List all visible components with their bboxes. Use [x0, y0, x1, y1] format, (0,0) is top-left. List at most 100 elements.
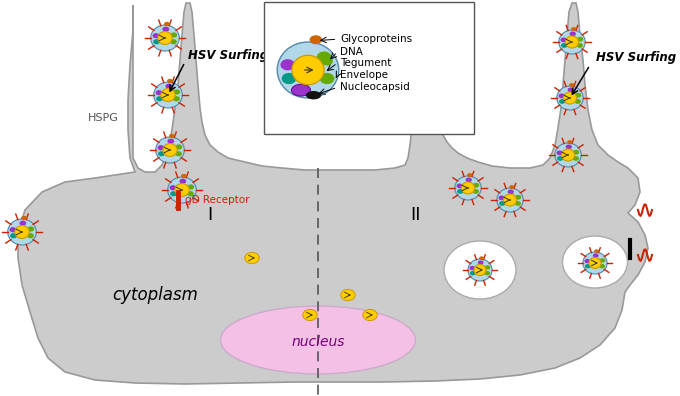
Ellipse shape — [509, 185, 515, 189]
Ellipse shape — [556, 150, 563, 155]
Ellipse shape — [469, 266, 475, 270]
Ellipse shape — [163, 27, 169, 32]
Ellipse shape — [585, 264, 591, 268]
Ellipse shape — [173, 96, 180, 101]
Text: II: II — [410, 206, 420, 224]
Text: Envelope: Envelope — [341, 70, 388, 80]
Ellipse shape — [560, 38, 566, 42]
Text: HSV Surfing: HSV Surfing — [188, 48, 268, 61]
Ellipse shape — [158, 145, 165, 150]
Ellipse shape — [478, 260, 483, 265]
Ellipse shape — [562, 236, 628, 288]
Ellipse shape — [282, 73, 296, 84]
Ellipse shape — [573, 156, 579, 161]
Ellipse shape — [470, 271, 476, 275]
Ellipse shape — [280, 59, 295, 70]
Ellipse shape — [583, 252, 607, 274]
Ellipse shape — [181, 174, 187, 178]
Ellipse shape — [167, 79, 173, 83]
Text: HSV Surfing: HSV Surfing — [596, 51, 676, 65]
Text: Tegument: Tegument — [341, 58, 392, 68]
Ellipse shape — [558, 93, 565, 98]
Ellipse shape — [561, 43, 567, 48]
Ellipse shape — [571, 27, 577, 31]
Ellipse shape — [594, 249, 599, 253]
Ellipse shape — [473, 189, 479, 194]
Ellipse shape — [497, 188, 523, 212]
Ellipse shape — [467, 173, 473, 177]
Text: HSPG: HSPG — [88, 113, 119, 123]
Ellipse shape — [515, 201, 521, 206]
Ellipse shape — [566, 145, 572, 149]
Ellipse shape — [569, 83, 575, 87]
Ellipse shape — [220, 306, 415, 374]
Ellipse shape — [577, 37, 583, 42]
Text: gD Receptor: gD Receptor — [185, 195, 250, 205]
Ellipse shape — [466, 177, 472, 182]
Ellipse shape — [156, 90, 163, 95]
Ellipse shape — [564, 92, 577, 104]
Ellipse shape — [180, 179, 186, 184]
Ellipse shape — [484, 271, 490, 275]
Ellipse shape — [462, 182, 475, 194]
Ellipse shape — [15, 225, 29, 238]
Ellipse shape — [167, 139, 174, 144]
Ellipse shape — [593, 253, 598, 258]
Ellipse shape — [21, 216, 27, 220]
Ellipse shape — [245, 252, 259, 264]
Ellipse shape — [173, 89, 180, 95]
Ellipse shape — [468, 259, 492, 281]
Ellipse shape — [600, 258, 605, 263]
Ellipse shape — [565, 36, 579, 48]
Ellipse shape — [567, 140, 573, 144]
Ellipse shape — [499, 201, 505, 206]
Ellipse shape — [20, 221, 27, 226]
Ellipse shape — [27, 233, 34, 238]
Ellipse shape — [479, 256, 484, 260]
Ellipse shape — [156, 137, 184, 163]
Polygon shape — [18, 3, 648, 384]
Ellipse shape — [303, 309, 317, 321]
Ellipse shape — [188, 185, 194, 190]
Ellipse shape — [292, 84, 311, 96]
Ellipse shape — [508, 189, 514, 194]
Text: Nucleocapsid: Nucleocapsid — [341, 82, 410, 92]
Ellipse shape — [175, 183, 189, 196]
Ellipse shape — [317, 51, 331, 63]
Ellipse shape — [10, 227, 16, 232]
Ellipse shape — [175, 151, 182, 156]
Ellipse shape — [498, 196, 505, 200]
Ellipse shape — [444, 241, 516, 299]
Ellipse shape — [306, 91, 322, 99]
Ellipse shape — [577, 43, 583, 48]
Ellipse shape — [474, 265, 486, 276]
Ellipse shape — [187, 191, 194, 196]
Ellipse shape — [158, 32, 172, 44]
Text: nucleus: nucleus — [291, 335, 345, 349]
Ellipse shape — [503, 194, 517, 206]
Ellipse shape — [456, 183, 463, 188]
Ellipse shape — [151, 25, 180, 51]
Ellipse shape — [585, 259, 590, 263]
Ellipse shape — [515, 195, 522, 200]
Ellipse shape — [292, 55, 324, 85]
Text: cytoplasm: cytoplasm — [112, 286, 198, 304]
Ellipse shape — [164, 22, 170, 26]
Ellipse shape — [171, 32, 177, 38]
Ellipse shape — [485, 265, 490, 270]
Ellipse shape — [277, 42, 339, 98]
Ellipse shape — [363, 309, 377, 321]
Ellipse shape — [27, 227, 34, 232]
Ellipse shape — [152, 33, 159, 38]
Ellipse shape — [165, 84, 172, 89]
FancyBboxPatch shape — [264, 2, 474, 134]
Ellipse shape — [455, 176, 481, 200]
Ellipse shape — [473, 183, 479, 188]
Ellipse shape — [573, 150, 579, 154]
Ellipse shape — [10, 233, 17, 238]
Ellipse shape — [170, 39, 177, 44]
Ellipse shape — [575, 93, 581, 97]
Ellipse shape — [575, 99, 581, 104]
Ellipse shape — [163, 143, 177, 156]
Ellipse shape — [557, 86, 583, 110]
